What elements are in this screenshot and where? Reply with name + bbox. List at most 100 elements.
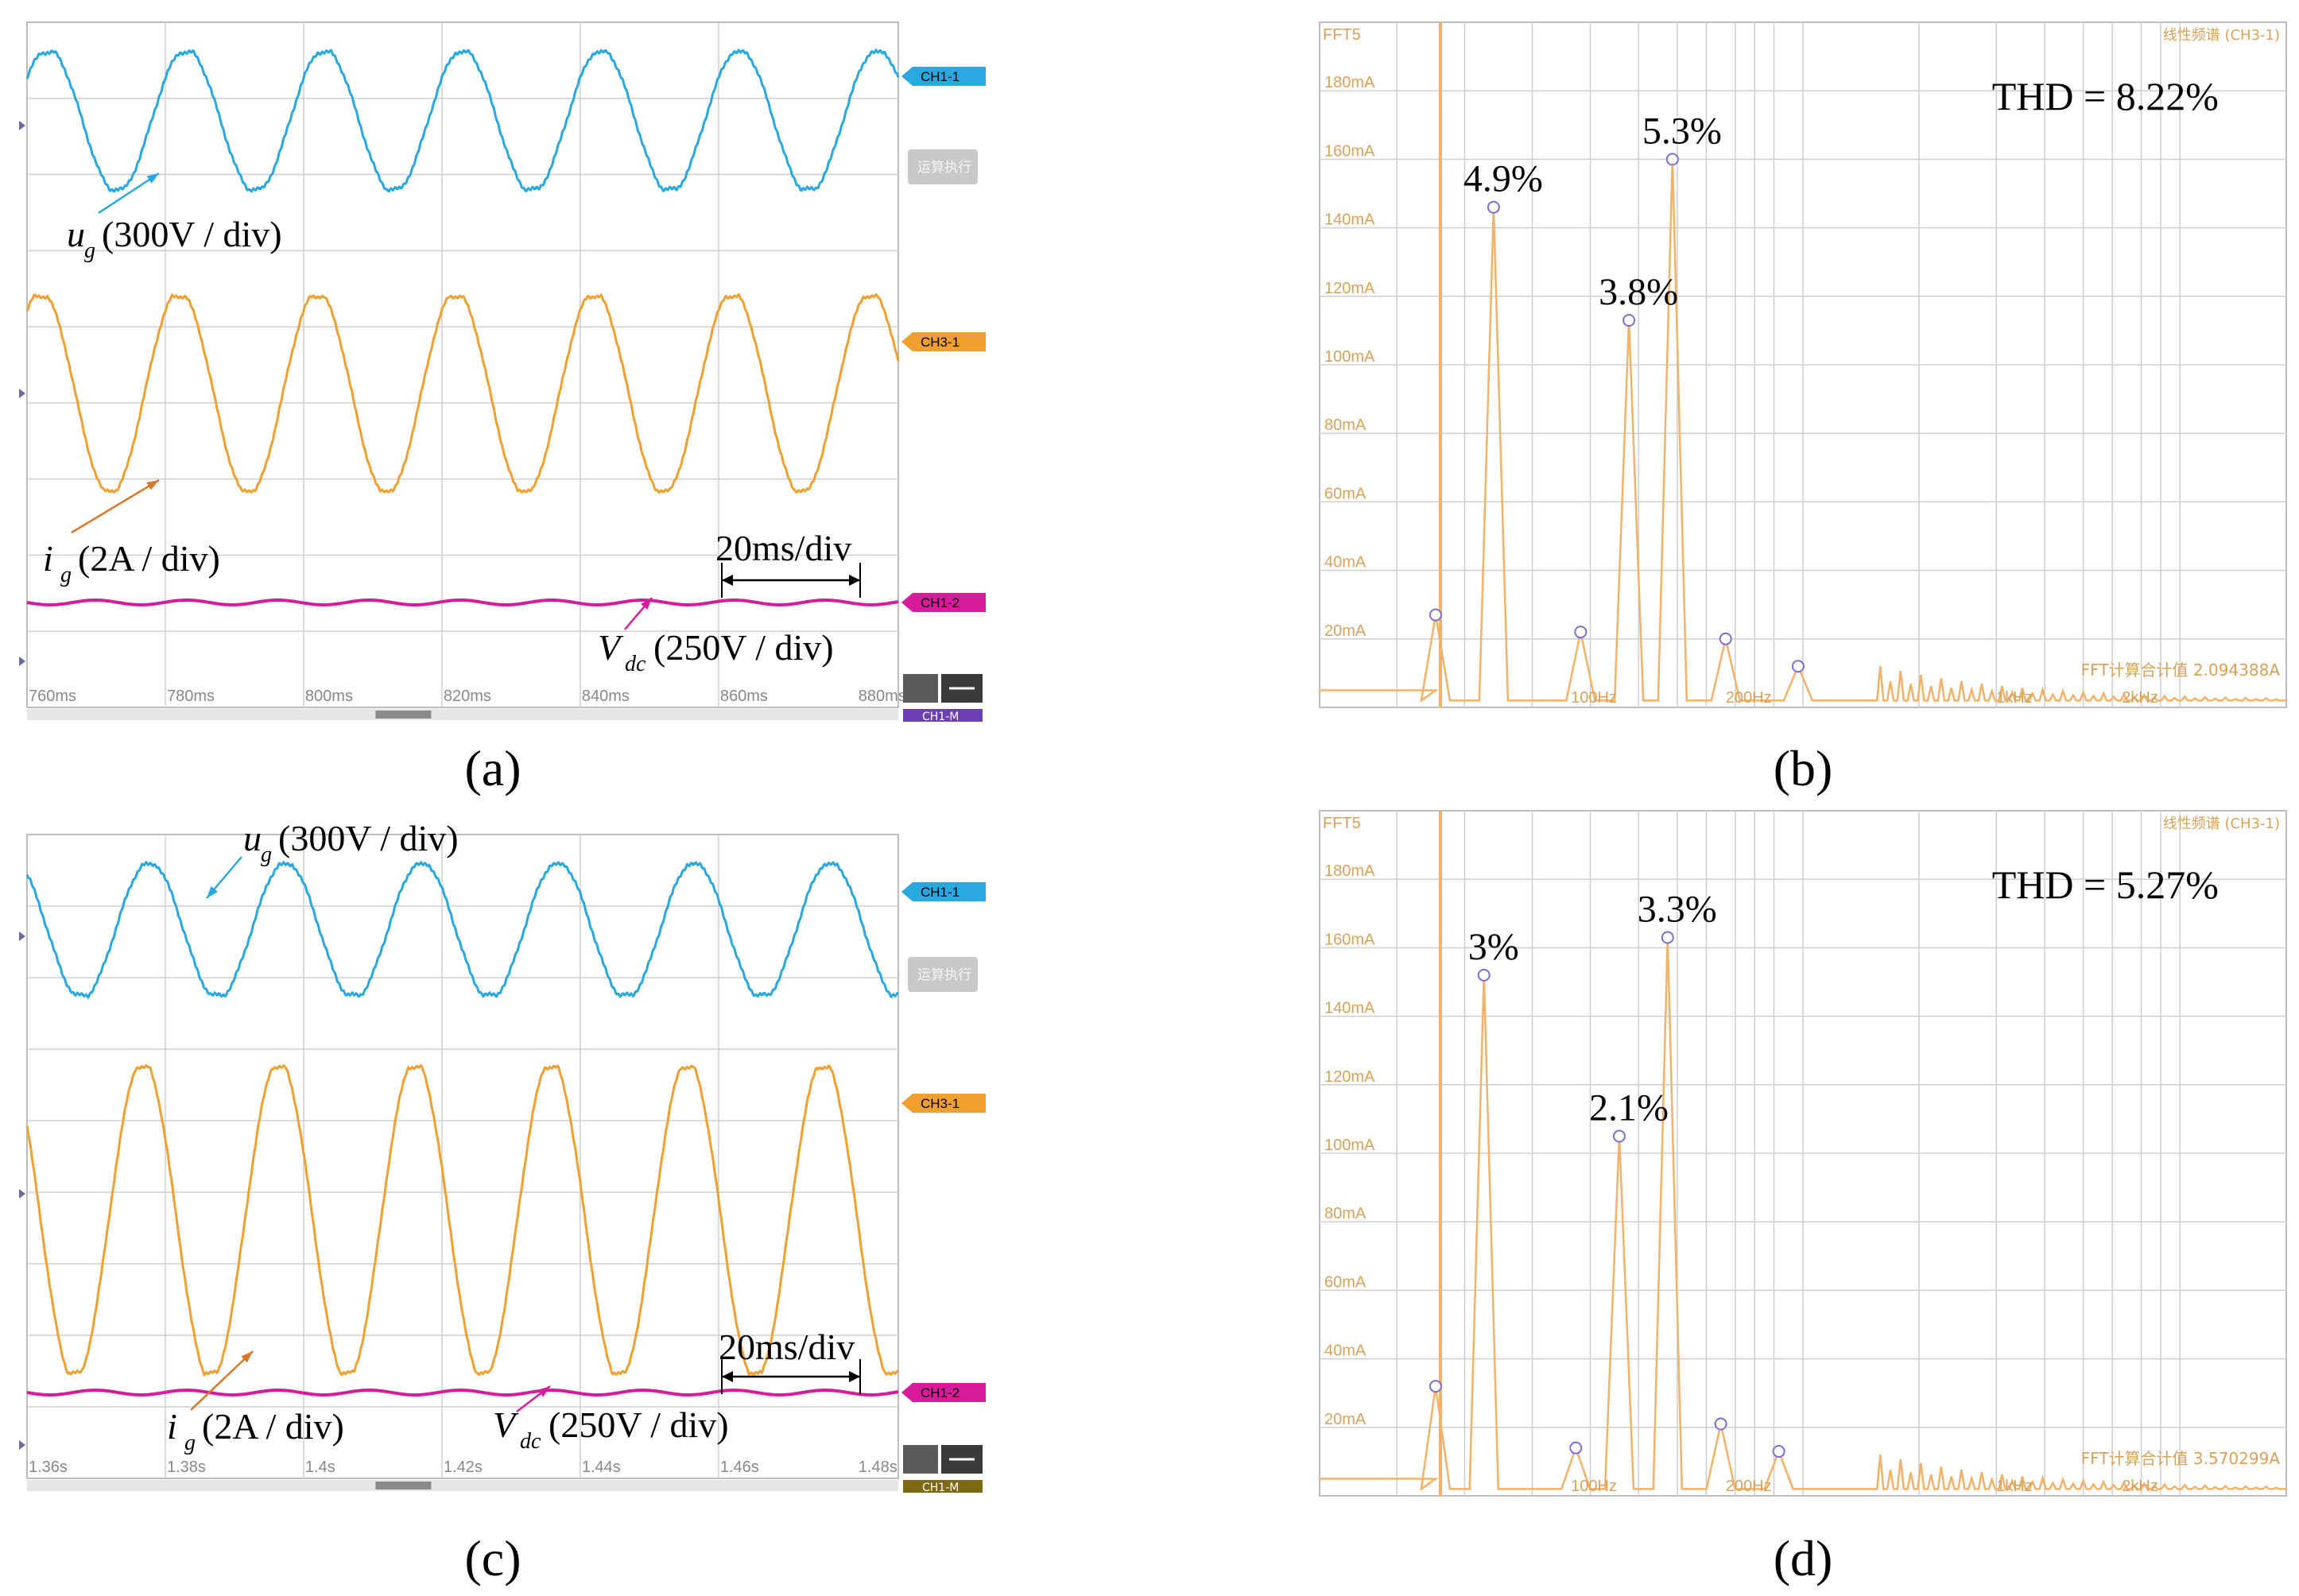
annotation-text: (300V / div): [278, 818, 459, 858]
channel-tag: CH1-1: [901, 882, 986, 901]
channel-tag: CH1-1: [901, 67, 986, 86]
fft-header-left: FFT5: [1323, 26, 1361, 44]
run-button: [908, 149, 978, 184]
x-tick-label: 100Hz: [1571, 689, 1617, 707]
annotation: i g (2A / div): [167, 1350, 344, 1455]
harmonic-percent-label: 4.9%: [1464, 158, 1543, 200]
x-tick-label: 1kHz: [1996, 689, 2033, 707]
annotation-subscript: g: [60, 563, 72, 587]
x-tick-label: 880ms: [859, 688, 906, 705]
harmonic-marker: [1661, 931, 1674, 944]
annotation: 20ms/div: [715, 528, 861, 598]
channel-tag: CH3-1: [901, 1094, 986, 1113]
y-tick-label: 160mA: [1324, 931, 1375, 948]
y-tick-label: 160mA: [1324, 142, 1375, 160]
panel-caption: (b): [1774, 740, 1833, 796]
fft-header-left: FFT5: [1323, 815, 1361, 832]
annotation-subscript: g: [261, 843, 272, 867]
annotation-symbol: i: [43, 538, 53, 579]
harmonic-marker: [1791, 660, 1805, 673]
y-tick-label: 180mA: [1324, 862, 1375, 880]
scroll-thumb: [375, 1482, 432, 1489]
x-tick-label: 1.46s: [720, 1458, 759, 1476]
annotation: u g (300V / div): [206, 818, 459, 899]
channel-marker: [19, 121, 25, 130]
harmonic-marker: [1622, 313, 1636, 327]
harmonic-marker: [1569, 1441, 1583, 1455]
annotation-symbol: u: [243, 818, 262, 858]
x-tick-label: 800ms: [305, 688, 353, 705]
x-tick-label: 1.38s: [167, 1458, 206, 1476]
scope-panel-c: 1.36s 1.38s 1.4s 1.42s 1.44s 1.46s 1.48s CH1-1 C…: [19, 818, 986, 1494]
scroll-thumb: [375, 711, 432, 719]
panel-caption: (a): [464, 740, 521, 796]
y-tick-label: 120mA: [1324, 280, 1375, 297]
y-tick-label: 40mA: [1324, 554, 1367, 571]
y-tick-label: 20mA: [1324, 1411, 1367, 1428]
y-tick-label: 20mA: [1324, 622, 1367, 640]
annotation-subscript: dc: [520, 1429, 541, 1454]
arrowhead: [849, 575, 860, 586]
nav-strip: [903, 1480, 983, 1493]
arrowhead: [722, 1371, 733, 1382]
harmonic-marker: [1429, 1380, 1442, 1393]
trace-ch3-1: [25, 1063, 899, 1377]
harmonic-marker: [1429, 608, 1442, 622]
scope-panel-a: 760ms 780ms 800ms 820ms 840ms 860ms 880ms CH1-1…: [19, 21, 986, 723]
arrowhead: [722, 575, 733, 586]
x-tick-label: 840ms: [582, 688, 630, 705]
channel-tag-label: CH1-2: [921, 595, 960, 610]
channel-marker: [19, 657, 25, 666]
harmonic-marker: [1719, 632, 1732, 645]
trace-ch1-2: [26, 598, 899, 606]
x-tick-label: 1.48s: [859, 1458, 898, 1476]
channel-tag-shape: [901, 67, 986, 86]
channel-tag-shape: [901, 1094, 986, 1113]
trace-ch1-1: [25, 48, 900, 193]
harmonic-percent-label: 5.3%: [1642, 110, 1722, 152]
channel-marker: [19, 932, 25, 941]
annotation-symbol: u: [67, 214, 85, 254]
arrowhead: [146, 480, 159, 490]
annotation: 20ms/div: [719, 1327, 861, 1394]
fft-spectrum: [1320, 159, 2286, 703]
channel-tag-label: CH3-1: [921, 1096, 960, 1111]
channel-marker: [19, 1189, 25, 1199]
annotation-text: (300V / div): [102, 214, 282, 254]
channel-tag: CH3-1: [901, 332, 986, 351]
y-tick-label: 60mA: [1324, 485, 1367, 502]
annotation-text: 20ms/div: [715, 528, 851, 568]
harmonic-marker: [1612, 1129, 1626, 1143]
x-tick-label: 1.42s: [444, 1458, 483, 1476]
harmonic-marker: [1574, 626, 1588, 639]
annotation-arrow: [190, 1350, 254, 1411]
nav-button-left: [903, 674, 938, 703]
scope-frame: [26, 21, 899, 708]
channel-tag-label: CH1-1: [921, 69, 960, 84]
annotation-subscript: g: [184, 1431, 196, 1455]
run-button-label: 运算执行: [917, 967, 971, 983]
x-tick-label: 100Hz: [1571, 1478, 1617, 1495]
annotation-symbol: i: [167, 1406, 177, 1447]
channel-marker: [19, 1440, 25, 1450]
y-tick-label: 80mA: [1324, 1205, 1367, 1222]
x-tick-label: 2kHz: [2122, 1478, 2158, 1495]
x-tick-label: 200Hz: [1726, 689, 1772, 707]
annotation-text: (250V / div): [653, 627, 834, 668]
y-tick-label: 100mA: [1324, 348, 1375, 366]
harmonic-marker: [1477, 968, 1491, 982]
scroll-track: [27, 1480, 898, 1491]
annotation-text: (2A / div): [78, 538, 220, 579]
fft-panel-d: 180mA 160mA 140mA 120mA 100mA 80mA 60mA 40mA 20m…: [1319, 810, 2287, 1497]
annotation: i g (2A / div): [43, 478, 220, 587]
panel-caption: (d): [1774, 1530, 1833, 1586]
fft-footer: FFT计算合计值 2.094388A: [2081, 660, 2281, 680]
annotation-symbol: V: [598, 627, 624, 668]
thd-value: THD = 5.27%: [1992, 862, 2219, 907]
trace-ch1-1: [25, 860, 899, 1000]
thd-value: THD = 8.22%: [1992, 74, 2219, 118]
harmonic-percent-label: 2.1%: [1589, 1087, 1669, 1129]
x-tick-label: 2kHz: [2122, 689, 2158, 707]
run-button-label: 运算执行: [917, 160, 971, 176]
